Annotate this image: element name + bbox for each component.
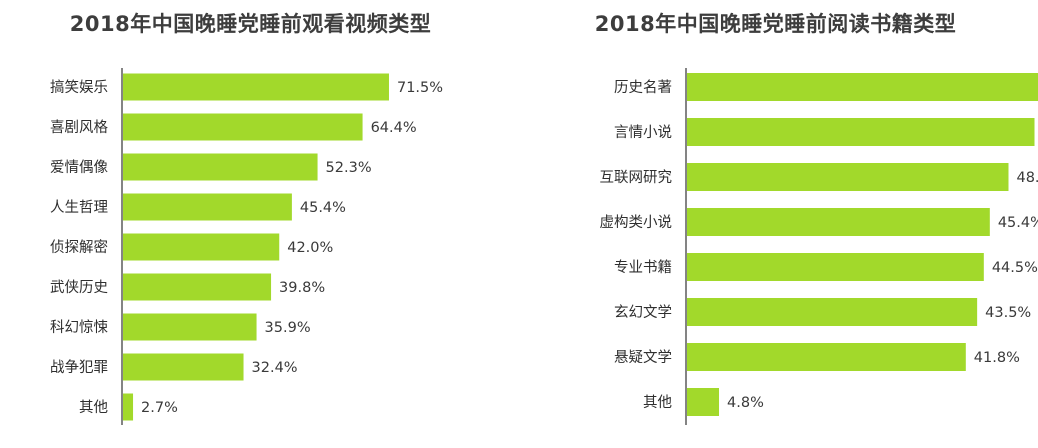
video-chart-panel: 2018年中国晚睡党睡前观看视频类型 搞笑娱乐 71.5% 喜剧风格 64.4% 爱情偶… <box>50 12 443 425</box>
video-chart-value-label: 2.7% <box>141 400 178 416</box>
book-chart-bar <box>687 298 978 326</box>
book-chart-svg: 历史名著53.7%言情小说52.1%互联网研究48.2%虚构类小说45.4%专业… <box>600 68 1038 425</box>
video-chart-value-label: 32.4% <box>252 360 298 376</box>
book-chart-value-label: 48.2% <box>1016 170 1038 186</box>
video-chart-bar <box>123 273 272 301</box>
video-chart-category-label: 爱情偶像 <box>50 159 108 176</box>
video-chart-value-label: 64.4% <box>371 120 417 136</box>
video-chart-value-label: 71.5% <box>397 80 443 96</box>
video-chart-bar <box>123 193 292 221</box>
book-chart-bar <box>687 208 990 236</box>
video-chart-title: 2018年中国晚睡党睡前观看视频类型 <box>69 12 432 36</box>
video-chart-bar <box>123 353 244 381</box>
video-chart-category-label: 人生哲理 <box>50 199 108 216</box>
book-chart-bar <box>687 163 1009 191</box>
video-chart-value-label: 39.8% <box>279 280 325 296</box>
video-chart-bar <box>123 233 280 261</box>
video-chart-bar <box>123 313 257 341</box>
book-chart-category-label: 互联网研究 <box>600 169 673 186</box>
video-chart-category-label: 喜剧风格 <box>50 119 108 136</box>
video-chart-bar <box>123 73 389 101</box>
book-chart-category-label: 专业书籍 <box>614 259 672 276</box>
book-chart-panel: 2018年中国晚睡党睡前阅读书籍类型 历史名著53.7%言情小说52.1%互联网… <box>519 0 1038 448</box>
book-chart-value-label: 43.5% <box>985 305 1031 321</box>
video-chart-bar <box>123 393 134 421</box>
book-chart-category-label: 玄幻文学 <box>614 304 672 321</box>
video-chart-category-label: 武侠历史 <box>50 279 108 296</box>
video-chart-value-label: 42.0% <box>287 240 333 256</box>
book-chart-bar <box>687 388 720 416</box>
book-chart-category-label: 虚构类小说 <box>600 214 673 231</box>
book-chart-category-label: 悬疑文学 <box>614 349 672 366</box>
book-chart-value-label: 4.8% <box>727 395 764 411</box>
video-chart-category-label: 科幻惊悚 <box>50 319 108 336</box>
book-chart-bar <box>687 253 984 281</box>
book-chart-bar <box>687 343 966 371</box>
book-chart-title: 2018年中国晚睡党睡前阅读书籍类型 <box>594 12 957 36</box>
book-chart-category-label: 言情小说 <box>614 124 672 141</box>
book-chart-category-label: 其他 <box>643 394 672 411</box>
book-chart-bar <box>687 73 1038 101</box>
video-chart-value-label: 35.9% <box>265 320 311 336</box>
book-chart-value-label: 44.5% <box>992 260 1038 276</box>
video-chart-svg: 搞笑娱乐 71.5% 喜剧风格 64.4% 爱情偶像 52.3% 人生哲理 45.4% 侦探解密… <box>50 68 443 425</box>
book-chart-bar <box>687 118 1035 146</box>
book-chart-value-label: 41.8% <box>974 350 1020 366</box>
book-chart-category-label: 历史名著 <box>614 79 672 96</box>
video-chart-value-label: 45.4% <box>300 200 346 216</box>
video-chart-category-label: 战争犯罪 <box>50 358 108 376</box>
video-chart-category-label: 搞笑娱乐 <box>50 79 108 96</box>
video-chart-category-label: 侦探解密 <box>50 239 108 256</box>
video-chart-bar <box>123 153 318 181</box>
video-chart-category-label: 其他 <box>79 399 108 416</box>
video-chart-bar <box>123 113 363 141</box>
book-chart-value-label: 45.4% <box>998 215 1038 231</box>
video-chart-value-label: 52.3% <box>326 160 372 176</box>
